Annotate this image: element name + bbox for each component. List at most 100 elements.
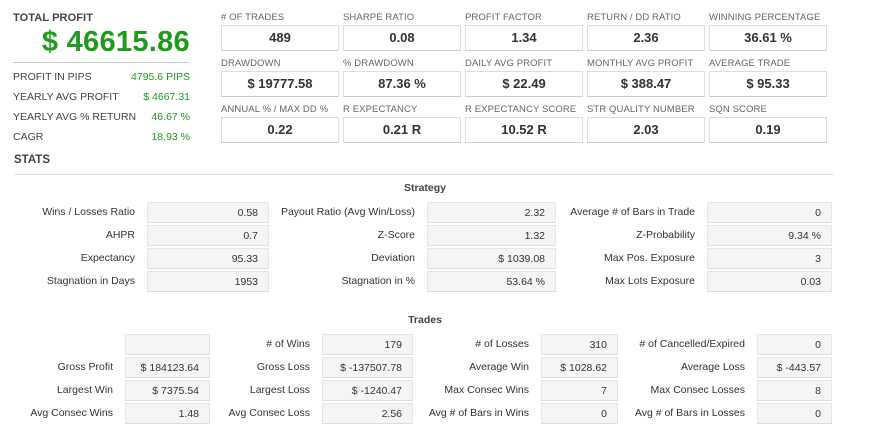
metric-label: SHARPE RATIO: [343, 12, 415, 23]
stat-value: 179: [322, 334, 413, 355]
stat-label: Avg Consec Loss: [228, 407, 310, 419]
metric-sharpe-ratio: SHARPE RATIO 0.08: [343, 12, 465, 58]
metric-label: STR QUALITY NUMBER: [587, 104, 695, 115]
stat-value: $ 7375.54: [125, 380, 210, 401]
stat-value: 53.64 %: [427, 271, 556, 292]
stat-value: 0.58: [147, 202, 269, 223]
metric-value: 0.19: [709, 117, 827, 143]
stat-label: Expectancy: [80, 252, 135, 264]
stat-label: Stagnation in %: [341, 275, 415, 287]
metric-return-dd-ratio: RETURN / DD RATIO 2.36: [587, 12, 709, 58]
stat-value: 0: [707, 202, 832, 223]
stat-label: AHPR: [105, 229, 135, 241]
metric-value: 0.08: [343, 25, 461, 51]
trades-heading: Trades: [408, 314, 442, 326]
stat-value: $ 1039.08: [427, 248, 556, 269]
metric-r-expectancy: R EXPECTANCY 0.21 R: [343, 104, 465, 150]
stat-label: Wins / Losses Ratio: [42, 206, 135, 218]
summary-row-profit-in-pips: PROFIT IN PIPS 4795.6 PIPS: [13, 67, 190, 87]
stat-label: Z-Score: [377, 229, 415, 241]
metric-label: AVERAGE TRADE: [709, 58, 791, 69]
metric-value: 10.52 R: [465, 117, 583, 143]
metric-profit-factor: PROFIT FACTOR 1.34: [465, 12, 587, 58]
stat-value: 7: [541, 380, 618, 401]
metrics-grid: # OF TRADES 489 SHARPE RATIO 0.08 PROFIT F…: [221, 12, 831, 150]
metric-label: R EXPECTANCY SCORE: [465, 104, 577, 115]
stat-value: 2.32: [427, 202, 556, 223]
summary-label: PROFIT IN PIPS: [13, 71, 92, 83]
total-profit-label: TOTAL PROFIT: [13, 12, 94, 24]
stat-label: # of Cancelled/Expired: [639, 338, 745, 350]
stat-value: $ -1240.47: [322, 380, 413, 401]
stat-label: Stagnation in Days: [46, 275, 135, 287]
metric-drawdown: DRAWDOWN $ 19777.58: [221, 58, 343, 104]
metric-value: 1.34: [465, 25, 583, 51]
metric-value: 489: [221, 25, 339, 51]
stat-label: Max Pos. Exposure: [603, 252, 695, 264]
summary-label: YEARLY AVG % RETURN: [13, 111, 137, 123]
metric-value: $ 95.33: [709, 71, 827, 97]
metric-value: 2.36: [587, 25, 705, 51]
stat-value: $ 184123.64: [125, 357, 210, 378]
stat-label: # of Wins: [266, 338, 310, 350]
metric-str-quality-number: STR QUALITY NUMBER 2.03: [587, 104, 709, 150]
stat-label: Average # of Bars in Trade: [570, 206, 695, 218]
metric-value: 36.61 %: [709, 25, 827, 51]
summary-value: 18.93 %: [151, 131, 190, 143]
stat-label: Avg # of Bars in Losses: [634, 407, 745, 419]
stat-label: Max Lots Exposure: [605, 275, 695, 287]
summary-label: YEARLY AVG PROFIT: [13, 91, 119, 103]
stat-value: 8: [757, 380, 832, 401]
metric-label: SQN SCORE: [709, 104, 767, 115]
stat-label: [0, 334, 113, 354]
metric-label: DAILY AVG PROFIT: [465, 58, 553, 69]
stat-label: Z-Probability: [636, 229, 695, 241]
stat-value: 95.33: [147, 248, 269, 269]
stat-label: Largest Loss: [249, 384, 310, 396]
metric-label: PROFIT FACTOR: [465, 12, 542, 23]
metric-winning-percentage: WINNING PERCENTAGE 36.61 %: [709, 12, 831, 58]
stat-value: [125, 334, 210, 355]
stat-value: 0: [757, 403, 832, 424]
stat-label: Avg # of Bars in Wins: [428, 407, 529, 419]
profit-summary: TOTAL PROFIT $ 46615.86 PROFIT IN PIPS 4…: [13, 12, 190, 147]
stats-divider: [14, 174, 834, 175]
summary-label: CAGR: [13, 131, 44, 143]
summary-row-yearly-avg-return: YEARLY AVG % RETURN 46.67 %: [13, 107, 190, 127]
stat-label: Gross Profit: [57, 361, 113, 373]
metric-value: $ 19777.58: [221, 71, 339, 97]
stat-value: 1953: [147, 271, 269, 292]
stat-value: 9.34 %: [707, 225, 832, 246]
stat-value: $ -443.57: [757, 357, 832, 378]
stat-value: 2.56: [322, 403, 413, 424]
summary-value: $ 4667.31: [143, 91, 190, 103]
stat-value: $ -137507.78: [322, 357, 413, 378]
metric-label: RETURN / DD RATIO: [587, 12, 681, 23]
metric-sqn-score: SQN SCORE 0.19: [709, 104, 831, 150]
metric-label: # OF TRADES: [221, 12, 285, 23]
metric-percent-drawdown: % DRAWDOWN 87.36 %: [343, 58, 465, 104]
metric-label: WINNING PERCENTAGE: [709, 12, 821, 23]
stat-value: 3: [707, 248, 832, 269]
stat-label: Deviation: [371, 252, 415, 264]
stat-value: 1.48: [125, 403, 210, 424]
stat-value: 0.7: [147, 225, 269, 246]
metric-label: % DRAWDOWN: [343, 58, 414, 69]
metric-value: 87.36 %: [343, 71, 461, 97]
stat-label: Max Consec Losses: [650, 384, 745, 396]
metric-label: MONTHLY AVG PROFIT: [587, 58, 694, 69]
stat-label: Average Win: [469, 361, 529, 373]
metric-r-expectancy-score: R EXPECTANCY SCORE 10.52 R: [465, 104, 587, 150]
metric-value: 0.21 R: [343, 117, 461, 143]
stat-value: 0: [541, 403, 618, 424]
stat-label: Payout Ratio (Avg Win/Loss): [280, 206, 415, 218]
total-profit-value: $ 46615.86: [41, 26, 190, 58]
metric-label: ANNUAL % / MAX DD %: [221, 104, 329, 115]
metric-value: $ 22.49: [465, 71, 583, 97]
stat-label: Max Consec Wins: [444, 384, 529, 396]
metric-label: R EXPECTANCY: [343, 104, 418, 115]
metric-average-trade: AVERAGE TRADE $ 95.33: [709, 58, 831, 104]
summary-value: 46.67 %: [151, 111, 190, 123]
summary-divider: [13, 62, 190, 63]
metric-monthly-avg-profit: MONTHLY AVG PROFIT $ 388.47: [587, 58, 709, 104]
